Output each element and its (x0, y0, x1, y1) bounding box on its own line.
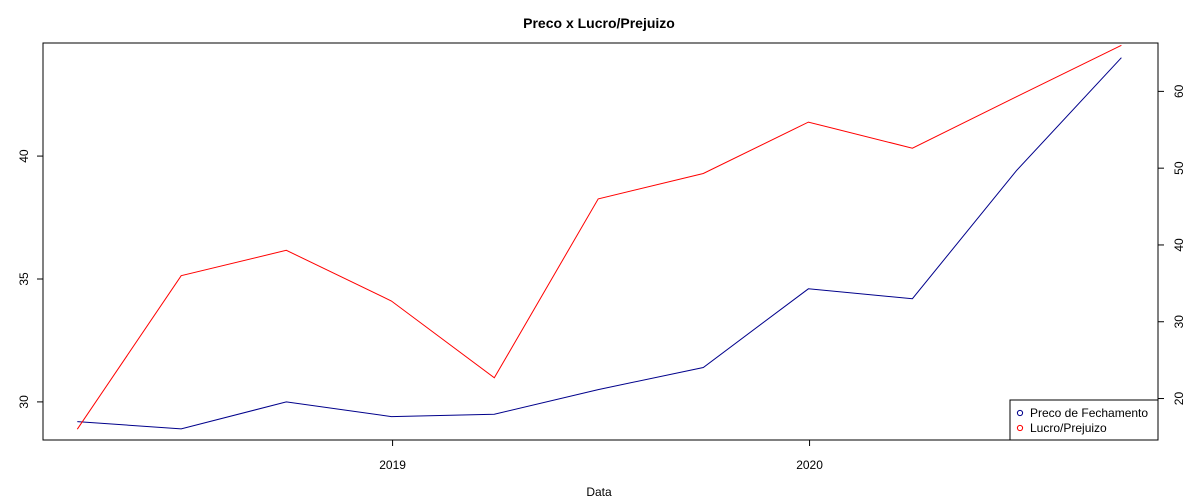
chart-title: Preco x Lucro/Prejuizo (523, 15, 675, 31)
x-axis-tick-label: 2019 (379, 458, 406, 472)
right-axis-tick-label: 60 (1172, 84, 1186, 98)
left-axis-tick-label: 40 (17, 149, 31, 163)
x-axis: 2019 2020 (379, 440, 823, 472)
legend-label: Lucro/Prejuizo (1030, 421, 1107, 435)
series-line-lucro-prejuizo (76, 44, 1122, 430)
right-axis-tick-label: 40 (1172, 238, 1186, 252)
series-layer (76, 44, 1122, 430)
left-axis-tick-label: 30 (17, 395, 31, 409)
legend-marker (1016, 409, 1024, 417)
series-line-preco-de-fechamento (77, 57, 1122, 430)
right-y-axis: 20 30 40 50 60 (1157, 84, 1186, 406)
right-axis-tick-label: 50 (1172, 161, 1186, 175)
plot-frame (42, 42, 1159, 441)
x-axis-label: Data (586, 485, 612, 499)
right-axis-tick-label: 20 (1172, 392, 1186, 406)
legend-box (1009, 399, 1159, 441)
right-axis-tick-label: 30 (1172, 315, 1186, 329)
x-axis-tick-label: 2020 (796, 458, 823, 472)
left-axis-tick-label: 35 (17, 272, 31, 286)
left-y-axis: 30 35 40 (17, 149, 44, 409)
legend-marker (1016, 424, 1024, 432)
legend-label: Preco de Fechamento (1030, 406, 1148, 420)
